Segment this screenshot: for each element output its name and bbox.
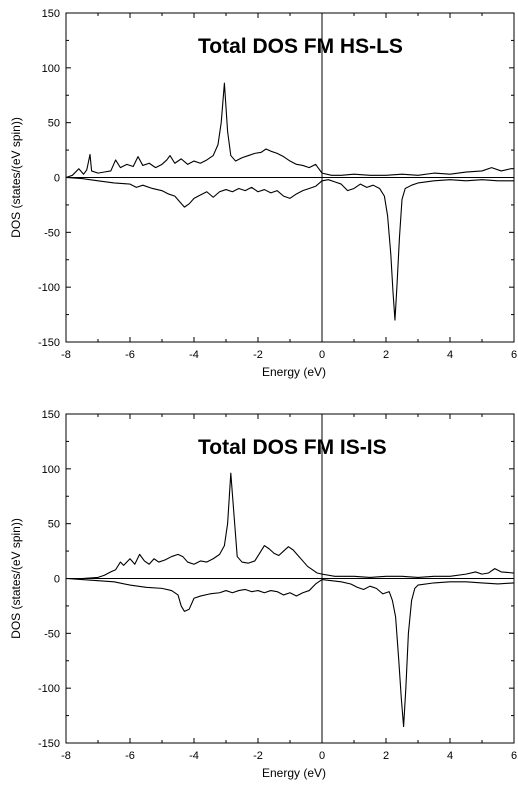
y-tick-label: -150 xyxy=(38,337,60,349)
y-tick-label: -50 xyxy=(44,227,60,239)
x-tick-label: 6 xyxy=(511,750,517,762)
y-axis-title: DOS (states/(eV spin)) xyxy=(9,518,23,639)
y-tick-label: -100 xyxy=(38,282,60,294)
y-tick-label: 150 xyxy=(42,409,60,421)
y-tick-label: 150 xyxy=(42,8,60,20)
dos-panel-1: -8 -6 -4 -2 0 2 4 6 150 100 50 0 -50 -100 -150 Total DO… xyxy=(9,8,517,379)
y-tick-label: 0 xyxy=(54,173,60,185)
x-tick-label: 4 xyxy=(447,750,453,762)
y-tick-label: -50 xyxy=(44,628,60,640)
x-tick-label: 2 xyxy=(383,349,389,361)
x-tick-label: 0 xyxy=(319,750,325,762)
y-tick-label: 100 xyxy=(42,464,60,476)
x-tick-label: -2 xyxy=(253,750,263,762)
x-tick-label: -6 xyxy=(125,750,135,762)
dos-spin-down-line xyxy=(65,577,515,728)
x-tick-label: -2 xyxy=(253,349,263,361)
dos-spin-up-line xyxy=(66,472,515,580)
y-tick-label: 100 xyxy=(42,63,60,75)
dos-spin-down-line xyxy=(65,176,514,321)
y-tick-label: 50 xyxy=(48,118,60,130)
y-tick-label: 50 xyxy=(48,519,60,531)
x-tick-label: 6 xyxy=(511,349,517,361)
y-tick-label: -100 xyxy=(38,683,60,695)
x-axis-title: Energy (eV) xyxy=(262,766,326,780)
x-tick-label: -6 xyxy=(125,349,135,361)
x-tick-label: -8 xyxy=(61,349,71,361)
x-tick-label: 0 xyxy=(319,349,325,361)
y-tick-label: 0 xyxy=(54,574,60,586)
x-tick-label: -8 xyxy=(61,750,71,762)
x-tick-label: -4 xyxy=(189,750,199,762)
panel-title: Total DOS FM IS-IS xyxy=(198,436,387,459)
x-tick-label: -4 xyxy=(189,349,199,361)
x-tick-label: 2 xyxy=(383,750,389,762)
y-axis-title: DOS (states/(eV spin)) xyxy=(9,117,23,238)
dos-panel-2: -8 -6 -4 -2 0 2 4 6 150 100 50 0 -50 -100 -150 Total DO… xyxy=(9,409,517,780)
x-axis-title: Energy (eV) xyxy=(262,365,326,379)
x-tick-label: 4 xyxy=(447,349,453,361)
dos-spin-up-line xyxy=(65,82,514,179)
y-tick-label: -150 xyxy=(38,738,60,750)
panel-title: Total DOS FM HS-LS xyxy=(198,35,403,58)
